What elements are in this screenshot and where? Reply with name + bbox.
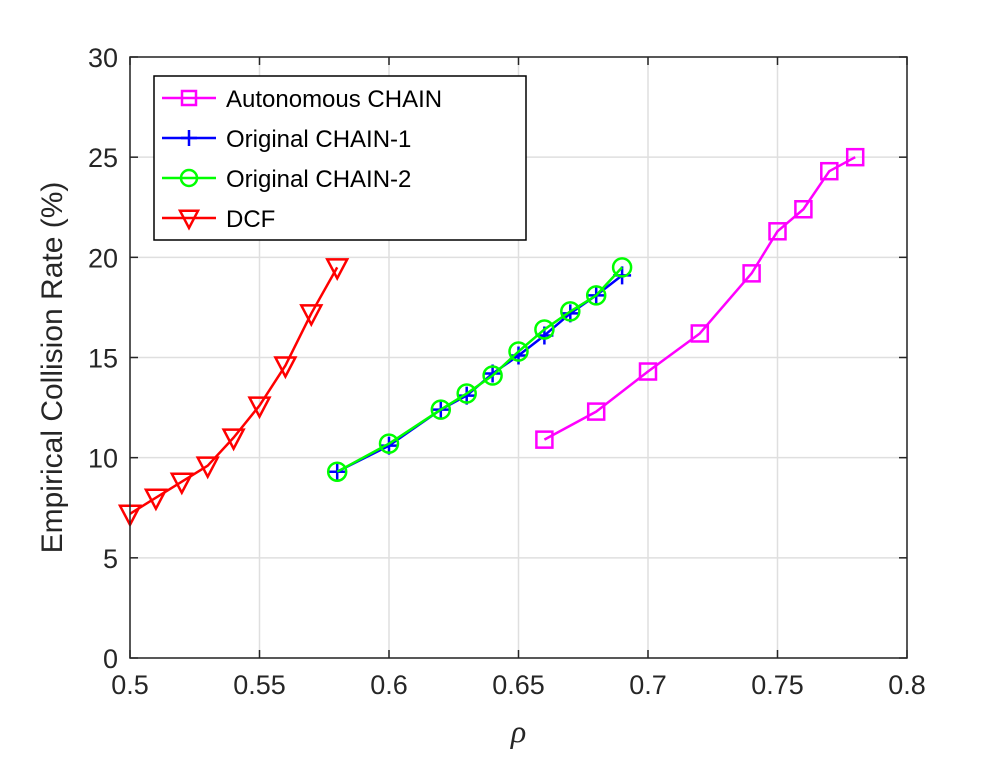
tick-labels: 0.5 0.55 0.6 0.65 0.7 0.75 0.8 0 5 10 15 20 25 30 bbox=[88, 43, 926, 700]
y-tick-label: 25 bbox=[88, 143, 118, 173]
data-point bbox=[768, 222, 787, 241]
data-point bbox=[742, 264, 761, 283]
data-point bbox=[690, 324, 710, 343]
x-tick-label: 0.6 bbox=[370, 670, 408, 700]
legend-marker bbox=[177, 209, 201, 231]
y-tick-label: 0 bbox=[103, 644, 118, 674]
data-point bbox=[845, 147, 865, 167]
legend-label: Original CHAIN-1 bbox=[226, 126, 411, 153]
data-point bbox=[430, 399, 452, 420]
data-point bbox=[378, 433, 400, 454]
x-tick-label: 0.5 bbox=[111, 670, 149, 700]
legend-item: DCF bbox=[162, 206, 275, 233]
x-tick-label: 0.55 bbox=[233, 670, 286, 700]
series-layer bbox=[117, 147, 865, 528]
data-point bbox=[586, 402, 606, 421]
x-tick-label: 0.75 bbox=[751, 670, 804, 700]
legend-item: Autonomous CHAIN bbox=[162, 86, 442, 113]
legend-marker bbox=[179, 168, 199, 188]
x-axis-label: ρ bbox=[510, 713, 526, 749]
series-line bbox=[543, 156, 856, 441]
legend-marker bbox=[181, 130, 197, 146]
legend-label: Autonomous CHAIN bbox=[226, 86, 442, 113]
data-point bbox=[299, 304, 324, 328]
y-tick-label: 30 bbox=[88, 43, 118, 73]
legend-box bbox=[153, 75, 527, 241]
legend-marker bbox=[180, 89, 198, 107]
x-tick-label: 0.7 bbox=[629, 670, 667, 700]
data-point bbox=[585, 285, 607, 306]
x-tick-label: 0.65 bbox=[492, 670, 545, 700]
y-tick-label: 15 bbox=[88, 344, 118, 374]
series-dcf bbox=[117, 258, 350, 528]
legend: Autonomous CHAIN Original CHAIN-1 Original… bbox=[153, 75, 527, 241]
data-point bbox=[611, 257, 633, 278]
y-tick-label: 5 bbox=[103, 544, 118, 574]
data-point bbox=[325, 258, 350, 282]
data-point bbox=[195, 456, 220, 480]
data-point bbox=[560, 301, 581, 322]
data-point bbox=[508, 341, 529, 362]
y-tick-label: 20 bbox=[88, 243, 118, 273]
data-point bbox=[143, 488, 168, 512]
legend-label: DCF bbox=[226, 206, 275, 233]
data-point bbox=[273, 356, 298, 380]
data-point bbox=[534, 319, 555, 340]
data-point bbox=[820, 161, 839, 181]
y-axis-label: Empirical Collision Rate (%) bbox=[36, 182, 69, 554]
axis-ticks bbox=[129, 56, 908, 659]
data-point bbox=[456, 383, 477, 404]
x-tick-label: 0.8 bbox=[888, 670, 926, 700]
legend-label: Original CHAIN-2 bbox=[226, 166, 411, 193]
series-autonomous-chain bbox=[535, 147, 865, 449]
data-point bbox=[221, 428, 246, 452]
data-point bbox=[794, 200, 813, 219]
legend-item: Original CHAIN-2 bbox=[162, 166, 411, 193]
data-point bbox=[638, 362, 658, 381]
data-point bbox=[482, 365, 503, 386]
series-original-chain-2 bbox=[326, 257, 633, 482]
data-point bbox=[247, 396, 272, 420]
legend-item: Original CHAIN-1 bbox=[162, 126, 411, 153]
data-point bbox=[535, 430, 554, 449]
data-point bbox=[169, 472, 194, 496]
y-tick-label: 10 bbox=[88, 444, 118, 474]
series-line bbox=[336, 266, 624, 473]
data-point bbox=[326, 461, 348, 482]
